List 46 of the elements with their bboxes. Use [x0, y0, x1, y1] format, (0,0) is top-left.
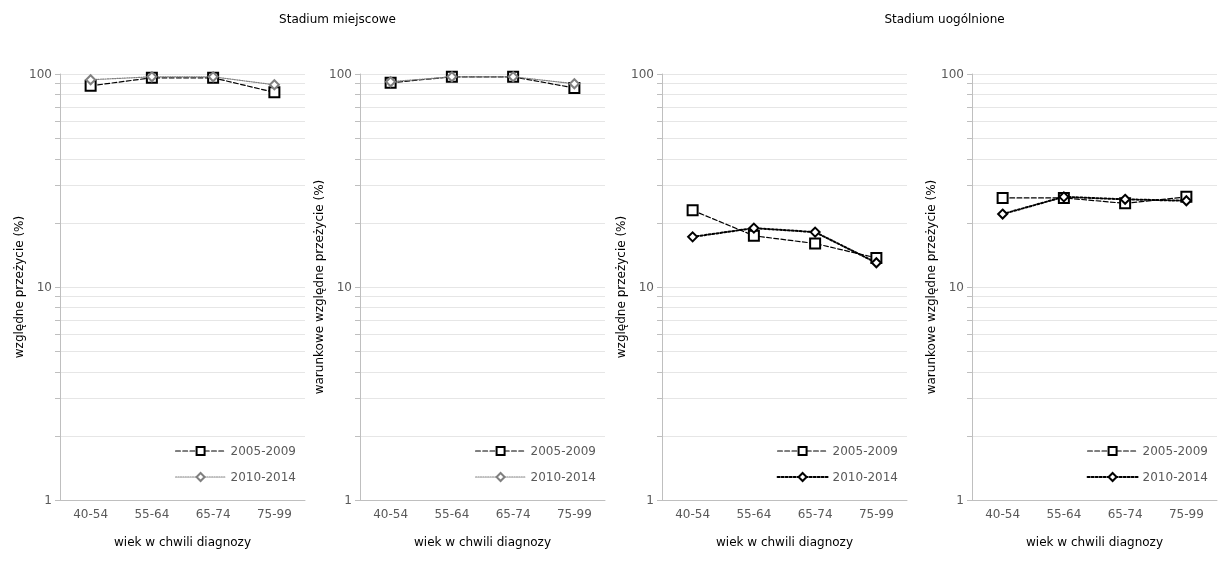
legend-label: 2010-2014: [1142, 470, 1209, 484]
x-axis-title: wiek w chwili diagnozy: [1025, 535, 1164, 549]
x-tick-label: 55-64: [736, 507, 772, 521]
y-tick-label: 100: [29, 67, 52, 81]
x-tick-label: 65-74: [195, 507, 231, 521]
x-tick-label: 75-99: [556, 507, 592, 521]
y-tick-label: 1: [646, 493, 654, 507]
y-axis-title: względne przeżycie (%): [12, 215, 27, 359]
legend-label: 2005-2009: [832, 444, 899, 458]
y-axis-title: względne przeżycie (%): [614, 215, 629, 359]
y-tick-label: 1: [956, 493, 964, 507]
x-tick-label: 55-64: [434, 507, 470, 521]
legend-label: 2010-2014: [530, 470, 597, 484]
x-tick-label: 65-74: [495, 507, 531, 521]
x-tick-label: 65-74: [1107, 507, 1143, 521]
y-tick-label: 1: [344, 493, 352, 507]
x-axis-title: wiek w chwili diagnozy: [413, 535, 552, 549]
x-tick-label: 55-64: [1046, 507, 1082, 521]
y-tick-label: 10: [948, 280, 964, 294]
text: Stadium miejscowe: [279, 12, 396, 26]
legend-label: 2005-2009: [1142, 444, 1209, 458]
legend-label: 2010-2014: [230, 470, 297, 484]
y-axis-title: warunkowe względne przeżycie (%): [312, 179, 327, 395]
x-tick-label: 40-54: [985, 507, 1021, 521]
x-tick-label: 40-54: [675, 507, 711, 521]
legend-label: 2005-2009: [230, 444, 297, 458]
x-tick-label: 40-54: [73, 507, 109, 521]
y-tick-label: 100: [631, 67, 654, 81]
y-tick-label: 10: [638, 280, 654, 294]
x-tick-label: 65-74: [797, 507, 833, 521]
x-tick-label: 55-64: [134, 507, 170, 521]
legend-label: 2005-2009: [530, 444, 597, 458]
y-tick-label: 1: [44, 493, 52, 507]
x-tick-label: 75-99: [858, 507, 894, 521]
text: Stadium uogólnione: [884, 12, 1005, 26]
y-tick-label: 100: [941, 67, 964, 81]
x-axis-title: wiek w chwili diagnozy: [113, 535, 252, 549]
y-tick-label: 10: [336, 280, 352, 294]
x-tick-label: 75-99: [1168, 507, 1204, 521]
y-tick-label: 10: [36, 280, 52, 294]
y-axis-title: warunkowe względne przeżycie (%): [924, 179, 939, 395]
y-tick-label: 100: [329, 67, 352, 81]
x-tick-label: 75-99: [256, 507, 292, 521]
x-axis-title: wiek w chwili diagnozy: [715, 535, 854, 549]
legend-label: 2010-2014: [832, 470, 899, 484]
x-tick-label: 40-54: [373, 507, 409, 521]
